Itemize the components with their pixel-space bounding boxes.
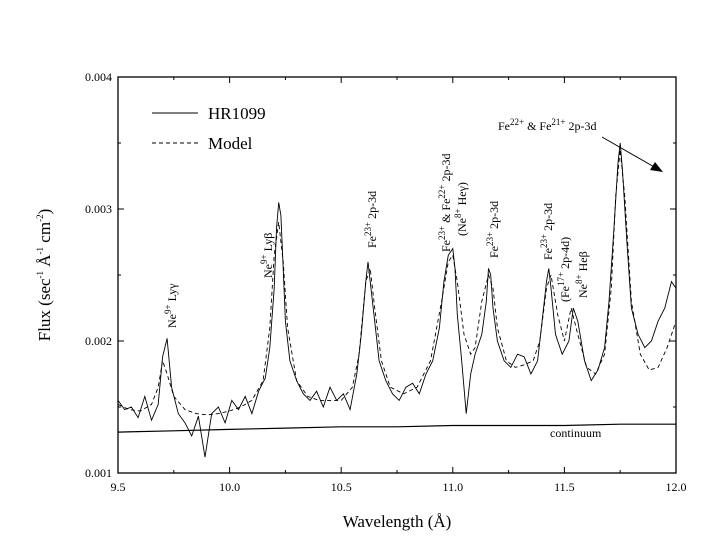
y-axis-title: Flux (sec-1 Å-1 cm-2): [35, 209, 54, 342]
legend-label-hr1099: HR1099: [208, 104, 266, 123]
annotation-ne8-heg: (Ne8+ Heγ): [453, 182, 469, 236]
annotation-fe23-c: Fe23+ 2p-3d: [539, 203, 555, 260]
annotation-fe23-b: Fe23+ 2p-3d: [485, 201, 501, 258]
x-tick-labels: 9.5 10.0 10.5 11.0 11.5 12.0: [111, 480, 687, 494]
series-line-hr1099: [117, 142, 677, 458]
plot-frame: [117, 76, 677, 474]
x-tick-label: 10.0: [219, 480, 240, 494]
x-tick-label: 11.5: [554, 480, 575, 494]
axis-ticks: [117, 76, 677, 474]
annotation-fe22-fe21: Fe22+ & Fe21+ 2p-3d: [498, 117, 597, 133]
y-tick-label: 0.001: [85, 466, 112, 480]
annotation-continuum: continuum: [550, 426, 602, 440]
series-layer: [117, 142, 677, 458]
x-tick-label: 9.5: [111, 480, 126, 494]
x-tick-label: 12.0: [666, 480, 687, 494]
legend-label-model: Model: [208, 134, 253, 153]
annotation-arrowhead: [650, 162, 663, 172]
x-axis-title: Wavelength (Å): [343, 512, 452, 531]
annotation-arrow-shaft: [601, 136, 657, 169]
x-tick-label: 10.5: [331, 480, 352, 494]
y-tick-label: 0.002: [85, 334, 112, 348]
y-tick-label: 0.004: [85, 70, 112, 84]
y-tick-labels: 0.001 0.002 0.003 0.004: [85, 70, 112, 480]
annotation-fe23-a: Fe23+ 2p-3d: [363, 191, 379, 248]
annotation-ne8-heb: Ne8+ Heβ: [574, 251, 590, 298]
annotation-ne9-lyb: Ne9+ Lyβ: [259, 233, 275, 278]
annotation-fe23-fe22: Fe23+ & Fe22+ 2p-3d: [437, 154, 453, 253]
series-line-model: [117, 149, 677, 416]
annotation-fe17: (Fe17+ 2p-4d): [556, 237, 572, 302]
series-line-continuum: [117, 423, 676, 433]
legend: HR1099 Model: [152, 104, 266, 153]
y-tick-label: 0.003: [85, 202, 112, 216]
x-tick-label: 11.0: [443, 480, 464, 494]
annotation-ne9-lyg: Ne9+ Lyγ: [163, 283, 179, 328]
